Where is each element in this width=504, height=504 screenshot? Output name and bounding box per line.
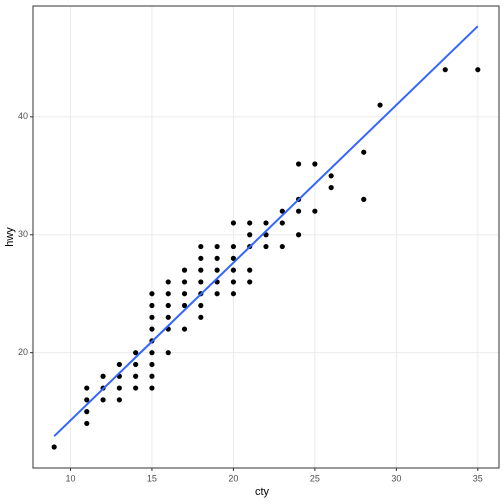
point xyxy=(84,409,90,415)
point xyxy=(328,173,334,179)
point xyxy=(230,243,237,250)
point xyxy=(84,420,90,427)
point xyxy=(214,267,220,273)
point xyxy=(361,196,367,202)
y-tick-label: 30 xyxy=(18,229,28,239)
point xyxy=(230,291,237,297)
point xyxy=(442,67,448,73)
point xyxy=(165,291,171,297)
point xyxy=(214,291,220,297)
point xyxy=(165,279,171,285)
point xyxy=(377,102,383,108)
x-axis-title: cty xyxy=(255,486,270,498)
point xyxy=(149,326,155,332)
point xyxy=(279,208,285,214)
point xyxy=(263,220,269,226)
point xyxy=(116,361,122,368)
point xyxy=(361,149,367,155)
x-tick-label: 10 xyxy=(65,473,75,483)
x-tick-label: 30 xyxy=(391,473,401,483)
point xyxy=(149,385,155,391)
point xyxy=(312,161,318,167)
point xyxy=(295,232,302,238)
point xyxy=(295,161,302,167)
point xyxy=(230,255,237,261)
point xyxy=(263,243,269,250)
point xyxy=(181,279,188,285)
point xyxy=(165,302,171,309)
point xyxy=(181,267,188,273)
point xyxy=(214,255,220,261)
point xyxy=(279,220,285,226)
point xyxy=(198,314,204,320)
point xyxy=(100,373,106,379)
y-tick-label: 40 xyxy=(18,111,28,121)
point xyxy=(279,243,285,250)
point xyxy=(230,267,237,273)
point xyxy=(133,373,139,379)
point xyxy=(84,397,90,403)
point xyxy=(198,279,204,285)
point xyxy=(230,279,237,285)
point xyxy=(475,67,481,73)
point xyxy=(295,208,302,214)
point xyxy=(149,291,155,297)
point xyxy=(247,279,253,285)
point xyxy=(51,444,57,450)
point xyxy=(116,385,122,391)
point xyxy=(149,373,155,379)
point xyxy=(133,350,139,356)
point xyxy=(247,267,253,273)
point xyxy=(165,314,171,320)
point xyxy=(133,361,139,368)
point xyxy=(133,385,139,391)
point xyxy=(214,243,220,250)
point xyxy=(312,208,318,214)
y-axis-title: hwy xyxy=(4,227,16,247)
x-tick-label: 15 xyxy=(147,473,157,483)
x-tick-label: 35 xyxy=(473,473,483,483)
point xyxy=(181,302,188,309)
point xyxy=(328,184,334,191)
point xyxy=(247,232,253,238)
point xyxy=(165,350,171,356)
x-tick-label: 25 xyxy=(310,473,320,483)
point xyxy=(198,302,204,309)
y-tick-label: 20 xyxy=(18,347,28,357)
point xyxy=(149,350,155,356)
point xyxy=(230,220,237,226)
point xyxy=(181,326,188,332)
panel-border xyxy=(32,5,500,469)
fit-line xyxy=(53,25,479,437)
point xyxy=(198,243,204,250)
point xyxy=(247,220,253,226)
point xyxy=(116,397,122,403)
point xyxy=(198,267,204,273)
point xyxy=(149,314,155,320)
point xyxy=(198,255,204,261)
point xyxy=(149,302,155,309)
point xyxy=(84,385,90,391)
point xyxy=(181,291,188,297)
x-tick-label: 20 xyxy=(228,473,238,483)
point xyxy=(149,361,155,368)
point xyxy=(100,397,106,403)
